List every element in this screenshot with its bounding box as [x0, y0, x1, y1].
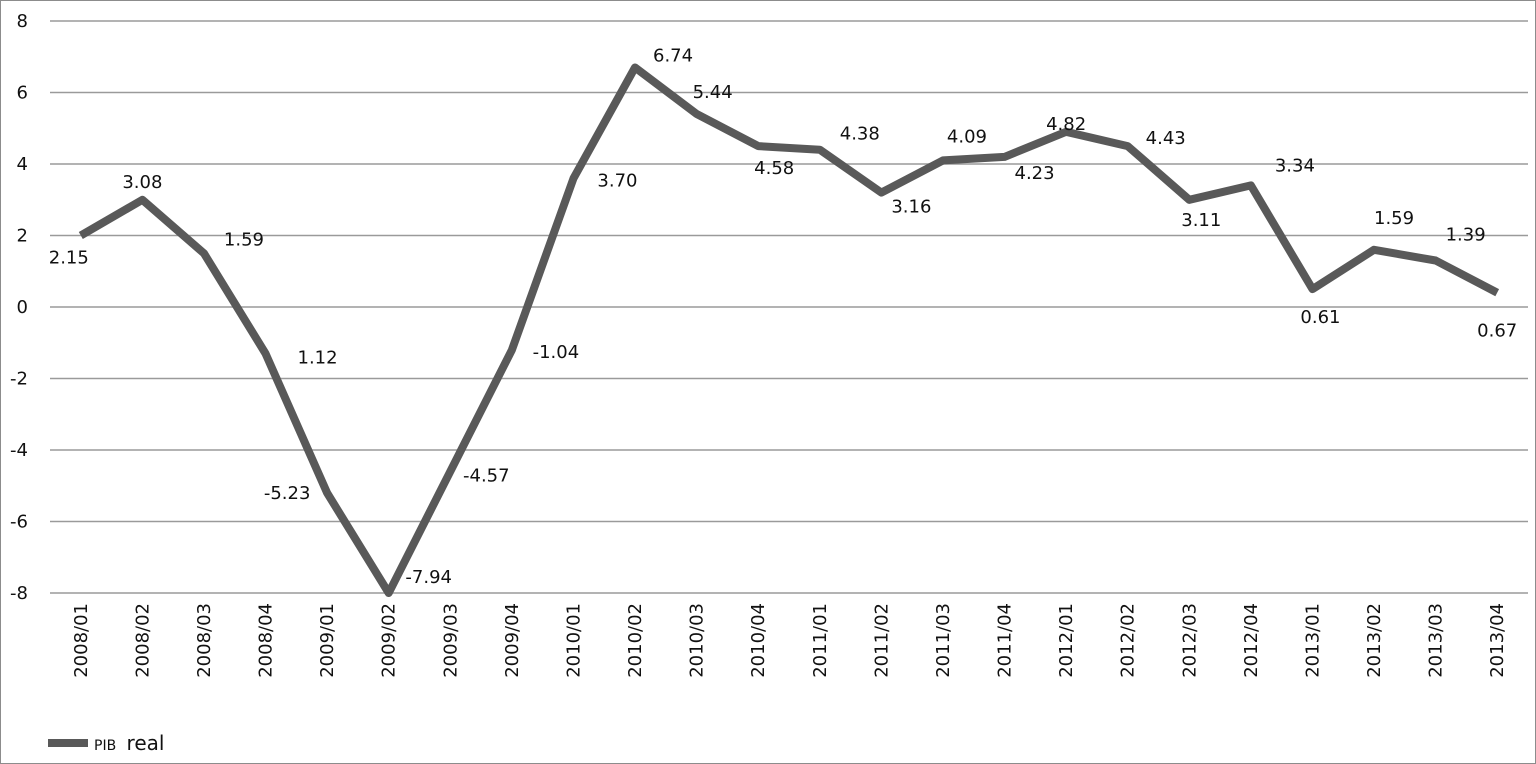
data-label: 5.44 — [693, 82, 733, 103]
data-label: 1.59 — [224, 229, 264, 250]
x-tick-label: 2011/03 — [933, 603, 954, 678]
data-labels: 2.15 3.08 1.59 1.12 -5.23 -7.94 -4.57 -1.04 3.70… — [49, 45, 1517, 588]
data-label: 1.39 — [1446, 225, 1486, 246]
data-label: 4.43 — [1146, 128, 1186, 149]
series-line-pib-real — [78, 63, 1500, 597]
data-label: 4.38 — [840, 124, 880, 145]
data-label: 4.82 — [1046, 114, 1086, 135]
y-tick-label: 4 — [17, 154, 28, 175]
x-tick-label: 2013/04 — [1487, 603, 1508, 678]
x-tick-label: 2008/04 — [256, 603, 277, 678]
data-label: -4.57 — [463, 465, 510, 486]
data-label: 1.59 — [1374, 208, 1414, 229]
x-tick-label: 2009/03 — [440, 603, 461, 678]
data-label: -7.94 — [405, 567, 452, 588]
data-label: 2.15 — [49, 248, 89, 269]
x-tick-label: 2013/02 — [1364, 603, 1385, 678]
data-label: 4.09 — [947, 126, 987, 147]
x-tick-label: 2009/02 — [379, 603, 400, 678]
legend-label: PIB real — [94, 731, 164, 755]
x-tick-label: 2012/01 — [1056, 603, 1077, 678]
x-tick-label: 2010/01 — [563, 603, 584, 678]
x-tick-label: 2011/02 — [871, 603, 892, 678]
data-label: 1.12 — [298, 347, 338, 368]
x-tick-label: 2011/01 — [810, 603, 831, 678]
x-tick-label: 2013/03 — [1426, 603, 1447, 678]
x-tick-label: 2010/03 — [687, 603, 708, 678]
x-tick-label: 2008/02 — [132, 603, 153, 678]
x-tick-label: 2008/01 — [71, 603, 92, 678]
x-tick-label: 2010/02 — [625, 603, 646, 678]
data-label: 3.70 — [597, 170, 637, 191]
x-tick-label: 2011/04 — [995, 603, 1016, 678]
x-tick-label: 2009/01 — [317, 603, 338, 678]
data-label: 4.23 — [1015, 163, 1055, 184]
x-tick-label: 2012/03 — [1179, 603, 1200, 678]
x-tick-label: 2010/04 — [748, 603, 769, 678]
legend: PIB real — [48, 731, 164, 755]
y-tick-label: -4 — [10, 440, 28, 461]
data-label: 0.67 — [1477, 321, 1517, 342]
x-tick-label: 2009/04 — [502, 603, 523, 678]
x-tick-label: 2008/03 — [194, 603, 215, 678]
data-label: -1.04 — [533, 342, 580, 363]
legend-label-prefix: PIB — [94, 738, 116, 754]
data-label: 3.16 — [891, 197, 931, 218]
data-label: 3.34 — [1275, 155, 1315, 176]
y-tick-label: -8 — [10, 583, 28, 604]
x-tick-label: 2013/01 — [1302, 603, 1323, 678]
y-tick-label: -2 — [10, 369, 28, 390]
gridlines — [50, 20, 1528, 594]
data-label: 3.11 — [1181, 210, 1221, 231]
data-label: 3.08 — [122, 172, 162, 193]
y-tick-label: 0 — [17, 297, 28, 318]
y-tick-label: 8 — [17, 11, 28, 32]
data-label: -5.23 — [264, 483, 311, 504]
data-label: 0.61 — [1300, 307, 1340, 328]
y-tick-label: 6 — [17, 83, 28, 104]
y-axis-ticks: 8 6 4 2 0 -2 -4 -6 -8 — [10, 11, 28, 604]
x-axis-ticks: 2008/01 2008/02 2008/03 2008/04 2009/01 2009/… — [71, 603, 1508, 678]
series-layer — [78, 63, 1500, 597]
data-label: 6.74 — [653, 45, 693, 66]
y-tick-label: 2 — [17, 226, 28, 247]
data-label: 4.58 — [754, 158, 794, 179]
y-tick-label: -6 — [10, 512, 28, 533]
x-tick-label: 2012/04 — [1241, 603, 1262, 678]
legend-label-suffix: real — [127, 731, 165, 755]
x-tick-label: 2012/02 — [1118, 603, 1139, 678]
